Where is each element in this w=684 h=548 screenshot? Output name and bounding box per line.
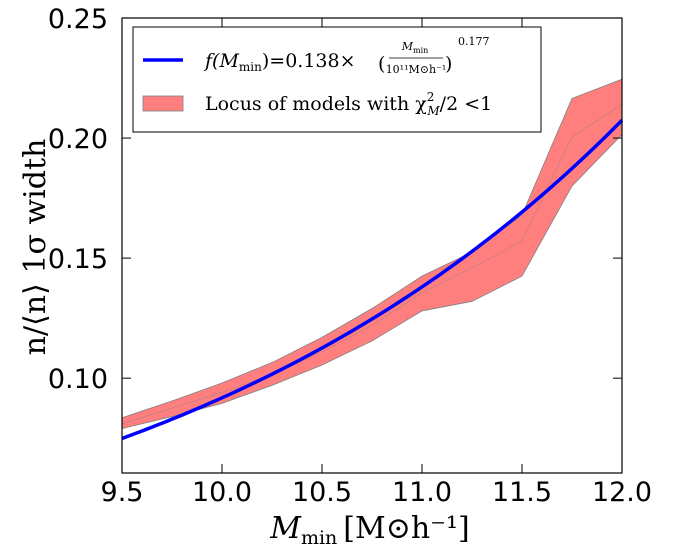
x-tick-label: 9.5: [101, 477, 144, 508]
locus-band-inner-edge: [121, 104, 623, 425]
y-axis-label: n/⟨n⟩ 1σ width: [18, 139, 53, 356]
x-tick-label: 11.5: [492, 477, 552, 508]
x-tick-label: 12.0: [592, 477, 652, 508]
legend-band-label: Locus of models with χ2 M/2 <1: [205, 90, 492, 118]
legend-frac-numerator: Mmin: [401, 40, 429, 55]
x-axis-label-main: M: [269, 511, 302, 546]
x-ticks: 9.5 10.0 10.5 11.0 11.5 12.0: [101, 18, 652, 508]
legend-line-label: f(Mmin)=0.138×: [203, 50, 356, 74]
x-tick-label: 11.0: [392, 477, 452, 508]
legend-power: 0.177: [458, 35, 490, 48]
legend-box: [132, 26, 542, 133]
y-tick-label: 0.25: [48, 4, 108, 35]
x-axis-label-sub: min: [301, 527, 337, 548]
x-tick-label: 10.0: [192, 477, 252, 508]
x-tick-label: 10.5: [292, 477, 352, 508]
y-tick-label: 0.20: [48, 124, 108, 155]
legend-paren-left: (: [378, 53, 385, 75]
y-ticks: 0.10 0.15 0.20 0.25: [48, 4, 622, 395]
plot-frame: [121, 17, 623, 474]
y-tick-label: 0.15: [48, 244, 108, 275]
fit-line: [121, 118, 624, 441]
legend-band-swatch: [142, 95, 184, 112]
legend: f(Mmin)=0.138× ( Mmin 10¹¹M⊙h⁻¹ ) 0.177 …: [132, 26, 542, 133]
x-axis-label-unit: [M⊙h⁻¹]: [343, 511, 469, 546]
y-tick-label: 0.10: [48, 364, 108, 395]
legend-frac-denominator: 10¹¹M⊙h⁻¹: [386, 63, 447, 76]
x-axis-label: Mmin [M⊙h⁻¹]: [269, 511, 470, 548]
legend-paren-right: ): [445, 53, 452, 75]
